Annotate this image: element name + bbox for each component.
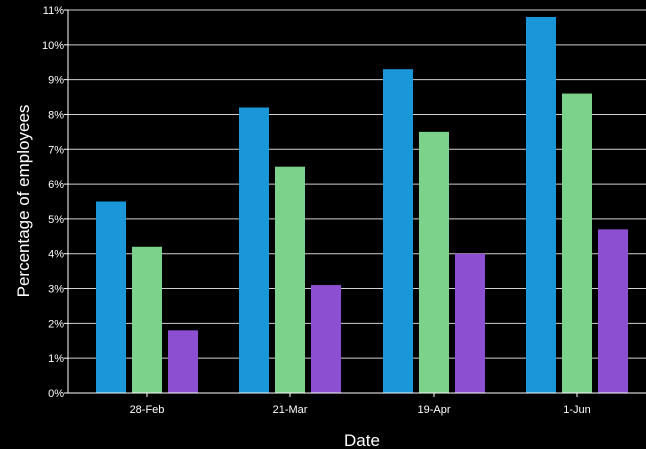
y-tick-label: 3% [48,284,64,296]
bar-1-jun-series-3 [598,229,628,393]
bar-1-jun-series-1 [526,16,556,394]
y-tick-label: 10% [42,40,64,52]
x-tick-label: 21-Mar [273,404,308,416]
bar-28-feb-series-3 [168,330,198,393]
bar-1-jun-series-2 [562,93,592,394]
y-tick-label: 5% [48,214,64,226]
bars [96,16,628,394]
y-axis-ticks: 0% 1% 2% 3% 4% 5% 6% 7% 8% 9% 10% 11% [42,5,68,400]
bar-28-feb-series-2 [132,246,162,393]
bar-21-mar-series-3 [311,285,341,393]
bar-28-feb-series-1 [96,201,126,393]
y-tick-label: 11% [43,5,64,17]
y-tick-label: 2% [48,318,64,330]
y-tick-label: 1% [48,353,64,365]
bar-19-apr-series-2 [419,131,449,393]
x-axis-title: Date [344,431,380,449]
x-tick-label: 28-Feb [130,404,165,416]
bar-19-apr-series-1 [383,69,413,393]
x-tick-label: 1-Jun [563,404,591,416]
y-tick-label: 0% [48,388,64,400]
y-tick-label: 7% [48,144,64,156]
y-tick-label: 4% [48,249,64,261]
x-axis-ticks: 28-Feb 21-Mar 19-Apr 1-Jun [130,393,591,416]
y-tick-label: 8% [48,109,64,121]
y-tick-label: 6% [48,179,64,191]
bar-21-mar-series-2 [275,166,305,393]
y-axis-title: Percentage of employees [14,105,33,298]
y-tick-label: 9% [48,75,64,87]
bar-21-mar-series-1 [239,107,269,393]
x-tick-label: 19-Apr [417,404,450,416]
bar-19-apr-series-3 [455,253,485,393]
